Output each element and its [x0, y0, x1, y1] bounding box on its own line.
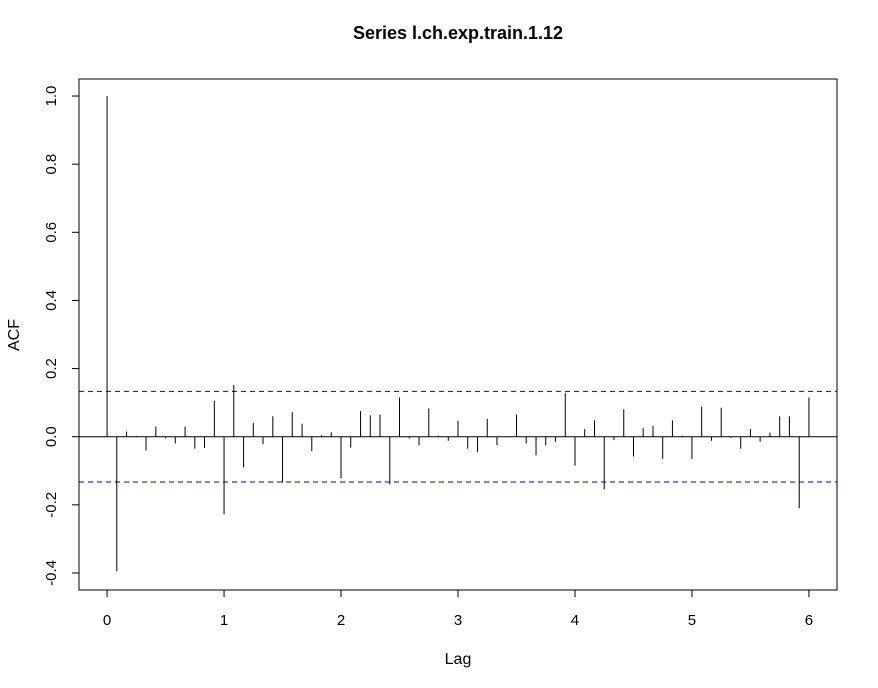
y-axis-label: ACF [6, 319, 23, 351]
plot-frame [78, 78, 838, 591]
x-tick-label: 6 [805, 612, 813, 629]
y-tick-label: -0.2 [43, 492, 60, 518]
y-tick-label: 0.6 [43, 222, 60, 243]
acf-bars [106, 96, 810, 572]
x-axis: 0 1 2 3 4 5 6 [103, 589, 813, 629]
y-tick-label: 1.0 [43, 86, 60, 107]
confidence-bounds [79, 390, 837, 483]
y-tick-label: -0.4 [43, 560, 60, 586]
chart-title: Series l.ch.exp.train.1.12 [353, 23, 563, 43]
y-tick-label: 0.4 [43, 290, 60, 311]
y-tick-label: 0.0 [43, 426, 60, 447]
x-tick-label: 3 [454, 612, 462, 629]
x-tick-label: 0 [103, 612, 111, 629]
x-tick-label: 1 [220, 612, 228, 629]
x-tick-label: 4 [571, 612, 579, 629]
x-tick-label: 2 [337, 612, 345, 629]
y-tick-label: 0.8 [43, 154, 60, 175]
x-axis-label: Lag [445, 651, 472, 668]
x-tick-label: 5 [688, 612, 696, 629]
y-axis: -0.4 -0.2 0.0 0.2 0.4 0.6 0.8 1.0 [43, 86, 80, 586]
y-tick-label: 0.2 [43, 358, 60, 379]
